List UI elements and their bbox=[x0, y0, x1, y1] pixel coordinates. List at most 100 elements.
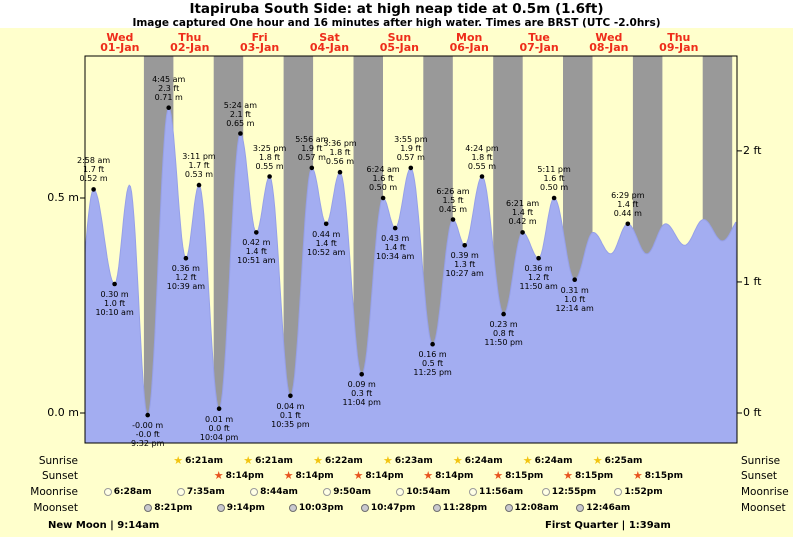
moonrise-event: 12:55pm bbox=[541, 485, 596, 498]
tide-extreme-dot bbox=[253, 230, 259, 235]
moonrise-event: 11:56am bbox=[469, 485, 523, 498]
tide-extreme-dot bbox=[430, 341, 435, 347]
sunrise-event: ★ 6:25am bbox=[593, 454, 643, 467]
moonrise-circle-icon bbox=[614, 487, 623, 496]
new-moon-note: New Moon | 9:14am bbox=[48, 520, 160, 531]
tide-extreme-dot bbox=[479, 174, 485, 179]
sunrise-event: ★ 6:21am bbox=[243, 454, 293, 467]
sunset-star-icon: ★ bbox=[563, 469, 573, 482]
moonset-time: 8:21pm bbox=[154, 502, 193, 513]
tide-extreme-dot bbox=[572, 277, 577, 283]
tide-extreme-dot bbox=[323, 221, 329, 227]
sunset-time: 8:15pm bbox=[505, 470, 544, 481]
tide-extreme-dot bbox=[91, 187, 96, 192]
moonset-event: 10:47pm bbox=[360, 501, 415, 514]
sunset-time: 8:14pm bbox=[365, 470, 404, 481]
tide-low-label: 0.01 m 0.0 ft 10:04 pm bbox=[199, 414, 239, 442]
sunset-time: 8:14pm bbox=[435, 470, 474, 481]
moonset-time: 11:28pm bbox=[442, 502, 488, 513]
tide-extreme-dot bbox=[392, 225, 398, 231]
tide-high-label: 5:11 pm 1.6 ft 0.50 m bbox=[537, 165, 571, 192]
tide-high-label: 6:21 am 1.4 ft 0.42 m bbox=[505, 199, 540, 227]
tide-extreme-dot bbox=[196, 182, 202, 188]
tide-low-label: 0.39 m 1.3 ft 10:27 am bbox=[445, 251, 484, 279]
sunrise-star-icon: ★ bbox=[313, 454, 323, 467]
tide-high-label: 6:29 pm 1.4 ft 0.44 m bbox=[611, 190, 645, 218]
tide-extreme-dot bbox=[520, 230, 525, 235]
y-axis-label-right: 2 ft bbox=[743, 143, 762, 157]
tide-extreme-dot bbox=[450, 217, 456, 222]
sunset-event: ★ 8:14pm bbox=[354, 469, 404, 482]
tide-high-label: 4:24 pm 1.8 ft 0.55 m bbox=[465, 143, 499, 171]
sunset-time: 8:15pm bbox=[644, 470, 683, 481]
moonset-time: 9:14pm bbox=[226, 502, 265, 513]
tide-low-label: 0.09 m 0.3 ft 11:04 pm bbox=[342, 380, 381, 408]
sunrise-time: 6:22am bbox=[324, 455, 363, 466]
sunset-star-icon: ★ bbox=[493, 469, 504, 482]
tide-extreme-dot bbox=[337, 169, 343, 175]
sunrise-time: 6:21am bbox=[185, 455, 224, 466]
moonset-time: 12:08am bbox=[514, 502, 559, 513]
sunrise-row-label-right: Sunrise bbox=[741, 455, 781, 467]
y-axis-label-left: 0.5 m bbox=[47, 191, 79, 204]
moonrise-circle-icon bbox=[396, 487, 405, 496]
moonrise-event: 9:50am bbox=[323, 485, 371, 498]
sunrise-star-icon: ★ bbox=[522, 454, 533, 467]
tide-low-label: 0.42 m 1.4 ft 10:51 am bbox=[237, 238, 276, 266]
sunset-time: 8:14pm bbox=[225, 470, 264, 481]
y-axis-label-right: 1 ft bbox=[743, 274, 762, 288]
moonset-circle-icon bbox=[216, 503, 225, 512]
moonset-event: 10:03pm bbox=[288, 501, 344, 514]
sunrise-time: 6:21am bbox=[255, 455, 293, 466]
sunrise-time: 6:24am bbox=[534, 455, 573, 466]
tide-low-label: 0.16 m 0.5 ft 11:25 pm bbox=[413, 350, 452, 378]
tide-low-label: 0.44 m 1.4 ft 10:52 am bbox=[307, 229, 346, 257]
tide-extreme-dot bbox=[462, 243, 468, 248]
moonset-event: 11:28pm bbox=[432, 501, 488, 514]
sunrise-row-label-left: Sunrise bbox=[38, 455, 78, 467]
tide-high-label: 6:26 am 1.5 ft 0.45 m bbox=[436, 186, 470, 214]
tide-extreme-dot bbox=[267, 174, 272, 179]
moonset-event: 9:14pm bbox=[216, 501, 265, 514]
sunrise-time: 6:25am bbox=[604, 455, 643, 466]
tide-low-label: -0.00 m -0.0 ft 9:32 pm bbox=[130, 421, 165, 449]
sunrise-star-icon: ★ bbox=[592, 454, 603, 467]
moonrise-circle-icon bbox=[323, 487, 332, 496]
sunset-star-icon: ★ bbox=[353, 469, 364, 482]
moonrise-row-label-left: Moonrise bbox=[30, 486, 78, 498]
moonset-event: 8:21pm bbox=[144, 501, 192, 514]
sunset-event: ★ 8:15pm bbox=[563, 469, 613, 482]
moonrise-row-label-right: Moonrise bbox=[741, 486, 789, 498]
moonrise-circle-icon bbox=[176, 487, 185, 496]
tide-low-label: 0.36 m 1.2 ft 10:39 am bbox=[166, 264, 206, 292]
moonset-event: 12:08am bbox=[504, 501, 559, 514]
moonset-time: 10:03pm bbox=[298, 502, 344, 513]
tide-high-label: 5:24 am 2.1 ft 0.65 m bbox=[223, 100, 257, 128]
y-axis-label-left: 0.0 m bbox=[47, 406, 79, 419]
moonrise-circle-icon bbox=[103, 487, 112, 496]
moonset-circle-icon bbox=[432, 503, 441, 512]
sunrise-star-icon: ★ bbox=[452, 454, 463, 467]
moonset-circle-icon bbox=[576, 503, 585, 512]
first-quarter-note: First Quarter | 1:39am bbox=[545, 520, 671, 531]
chart-title: Itapiruba South Side: at high neap tide … bbox=[189, 1, 604, 17]
day-label: Sat 04-Jan bbox=[309, 31, 350, 54]
sunrise-time: 6:24am bbox=[464, 455, 503, 466]
moonset-event: 12:46am bbox=[576, 501, 630, 514]
moonrise-event: 10:54am bbox=[396, 485, 450, 498]
moonrise-time: 6:28am bbox=[113, 486, 152, 497]
sunset-event: ★ 8:14pm bbox=[214, 469, 264, 482]
tide-high-label: 3:11 pm 1.7 ft 0.53 m bbox=[182, 152, 216, 180]
sunrise-star-icon: ★ bbox=[383, 454, 393, 467]
tide-extreme-dot bbox=[216, 406, 222, 412]
tide-extreme-dot bbox=[359, 372, 365, 377]
tide-high-label: 5:56 am 1.9 ft 0.57 m bbox=[295, 134, 329, 162]
sunset-row-label-right: Sunset bbox=[741, 470, 778, 482]
day-label: Tue 07-Jan bbox=[519, 31, 559, 54]
sunset-star-icon: ★ bbox=[213, 469, 224, 482]
moonset-row-label-right: Moonset bbox=[741, 502, 786, 514]
moonrise-time: 9:50am bbox=[333, 486, 372, 497]
tide-high-label: 3:36 pm 1.8 ft 0.56 m bbox=[323, 139, 357, 167]
